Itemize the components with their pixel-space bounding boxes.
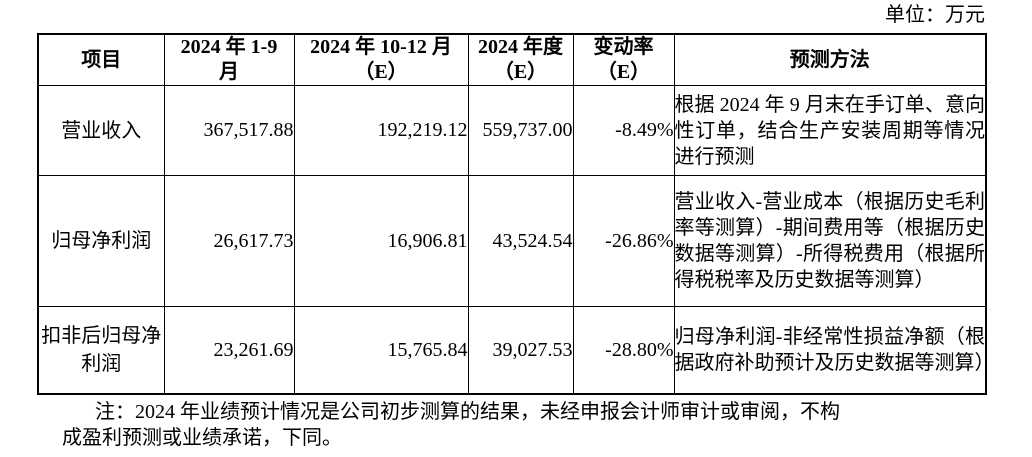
method-text: 根据 2024 年 9 月末在手订单、意向性订单，结合生产安装周期等情况进行预测 bbox=[673, 85, 987, 176]
item-label: 扣非后归母净利润 bbox=[37, 306, 165, 395]
column-header-item: 项目 bbox=[37, 33, 165, 86]
unit-label: 单位：万元 bbox=[885, 4, 985, 26]
column-header-method: 预测方法 bbox=[673, 33, 987, 86]
forecast-table: 项目 2024 年 1-9 月 2024 年 10-12 月 （E） 2024 … bbox=[37, 33, 987, 395]
value-year-estimate: 559,737.00 bbox=[467, 85, 574, 176]
table-header-row: 项目 2024 年 1-9 月 2024 年 10-12 月 （E） 2024 … bbox=[37, 33, 987, 86]
footnote-line: 成盈利预测或业绩承诺，下同。 bbox=[62, 427, 342, 449]
table-row-net-profit: 归母净利润 26,617.73 16,906.81 43,524.54 -26.… bbox=[37, 175, 987, 307]
column-header-q1-q3: 2024 年 1-9 月 bbox=[163, 33, 295, 86]
value-change-rate: -28.80% bbox=[572, 306, 675, 395]
column-header-q4-estimate: 2024 年 10-12 月 （E） bbox=[293, 33, 469, 86]
value-change-rate: -8.49% bbox=[572, 85, 675, 176]
value-q4-estimate: 15,765.84 bbox=[293, 306, 469, 395]
item-label: 营业收入 bbox=[37, 85, 165, 176]
value-change-rate: -26.86% bbox=[572, 175, 675, 307]
method-text: 营业收入-营业成本（根据历史毛利率等测算）-期间费用等（根据历史数据等测算）-所… bbox=[673, 175, 987, 307]
column-header-change-rate: 变动率 （E） bbox=[572, 33, 675, 86]
value-q4-estimate: 16,906.81 bbox=[293, 175, 469, 307]
value-q1-q3: 23,261.69 bbox=[163, 306, 295, 395]
footnote: 注：2024 年业绩预计情况是公司初步测算的结果，未经申报会计师审计或审阅，不构… bbox=[62, 399, 947, 451]
column-header-year-estimate: 2024 年度 （E） bbox=[467, 33, 574, 86]
item-label: 归母净利润 bbox=[37, 175, 165, 307]
value-q1-q3: 26,617.73 bbox=[163, 175, 295, 307]
value-q1-q3: 367,517.88 bbox=[163, 85, 295, 176]
value-q4-estimate: 192,219.12 bbox=[293, 85, 469, 176]
table-row-net-profit-after-deduction: 扣非后归母净利润 23,261.69 15,765.84 39,027.53 -… bbox=[37, 306, 987, 395]
value-year-estimate: 39,027.53 bbox=[467, 306, 574, 395]
value-year-estimate: 43,524.54 bbox=[467, 175, 574, 307]
footnote-line: 注：2024 年业绩预计情况是公司初步测算的结果，未经申报会计师审计或审阅，不构 bbox=[95, 401, 840, 423]
method-text: 归母净利润-非经常性损益净额（根据政府补助预计及历史数据等测算） bbox=[673, 306, 987, 395]
table-row-revenue: 营业收入 367,517.88 192,219.12 559,737.00 -8… bbox=[37, 85, 987, 176]
